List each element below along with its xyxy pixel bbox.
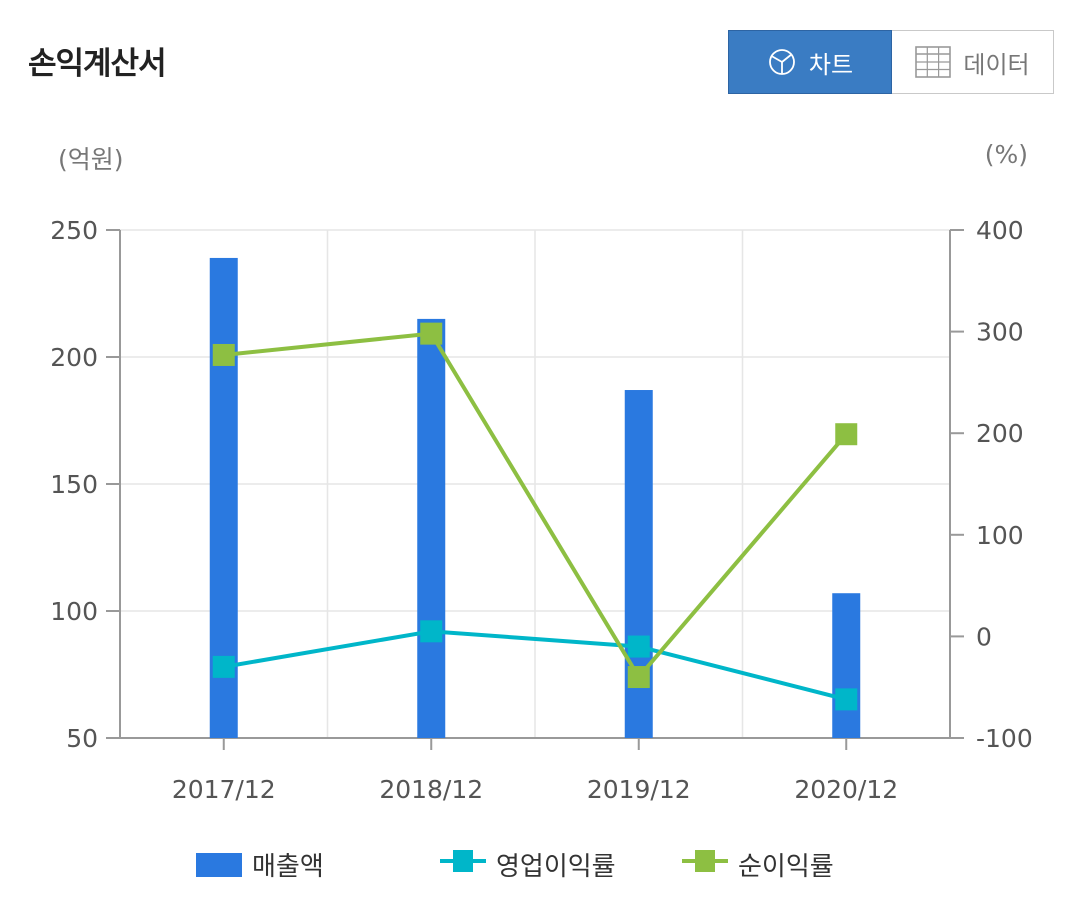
- right-axis-tick-label: 0: [976, 622, 992, 651]
- operating-margin-point: [835, 688, 858, 711]
- x-axis-tick-label: 2018/12: [379, 775, 483, 804]
- net-margin-point: [627, 666, 650, 689]
- table-grid-icon: [915, 46, 952, 78]
- right-axis-unit: (%): [984, 140, 1028, 169]
- left-axis-tick-label: 150: [50, 470, 98, 499]
- legend-swatch-net-margin: [682, 849, 728, 880]
- x-axis-tick-label: 2019/12: [587, 775, 691, 804]
- legend-item-operating-margin[interactable]: 영업이익률: [440, 846, 616, 883]
- data-tab-label: 데이터: [963, 50, 1030, 79]
- left-axis-tick-label: 250: [50, 216, 98, 245]
- revenue-bar: [417, 318, 446, 738]
- right-axis-tick-label: 100: [976, 521, 1024, 550]
- chart-tab-button[interactable]: 차트: [728, 30, 892, 94]
- x-axis-tick-label: 2020/12: [794, 775, 898, 804]
- left-axis-tick-label: 50: [66, 724, 98, 753]
- legend-item-net-margin[interactable]: 순이익률: [682, 846, 834, 883]
- left-axis-tick-label: 100: [50, 597, 98, 626]
- operating-margin-point: [627, 635, 650, 658]
- left-axis-tick-label: 200: [50, 343, 98, 372]
- net-margin-point: [835, 423, 858, 446]
- chart-legend: 매출액 영업이익률 순이익률: [0, 846, 1080, 886]
- revenue-bar: [832, 593, 861, 738]
- right-axis-tick-label: -100: [976, 724, 1033, 753]
- operating-margin-line: [223, 629, 847, 702]
- legend-item-revenue[interactable]: 매출액: [196, 846, 324, 883]
- legend-label-operating-margin: 영업이익률: [496, 852, 616, 882]
- right-axis-tick-label: 200: [976, 419, 1024, 448]
- legend-label-net-margin: 순이익률: [738, 852, 834, 882]
- left-axis-unit: (억원): [58, 145, 124, 174]
- page-title: 손익계산서: [28, 46, 167, 82]
- right-axis-tick-label: 300: [976, 318, 1024, 347]
- operating-margin-point: [420, 620, 443, 643]
- pie-chart-icon: [767, 47, 797, 77]
- net-margin-line: [223, 331, 848, 680]
- net-margin-point: [212, 343, 235, 366]
- legend-swatch-operating-margin: [440, 849, 486, 880]
- data-tab-button[interactable]: 데이터: [892, 31, 1053, 93]
- x-axis-tick-label: 2017/12: [172, 775, 276, 804]
- net-margin-point: [420, 322, 443, 345]
- chart-tab-label: 차트: [808, 50, 854, 79]
- operating-margin-point: [212, 655, 235, 678]
- right-axis-tick-label: 400: [976, 216, 1024, 245]
- legend-swatch-revenue: [196, 852, 242, 877]
- view-toggle: 차트 데이터: [728, 30, 1054, 94]
- legend-label-revenue: 매출액: [252, 852, 324, 882]
